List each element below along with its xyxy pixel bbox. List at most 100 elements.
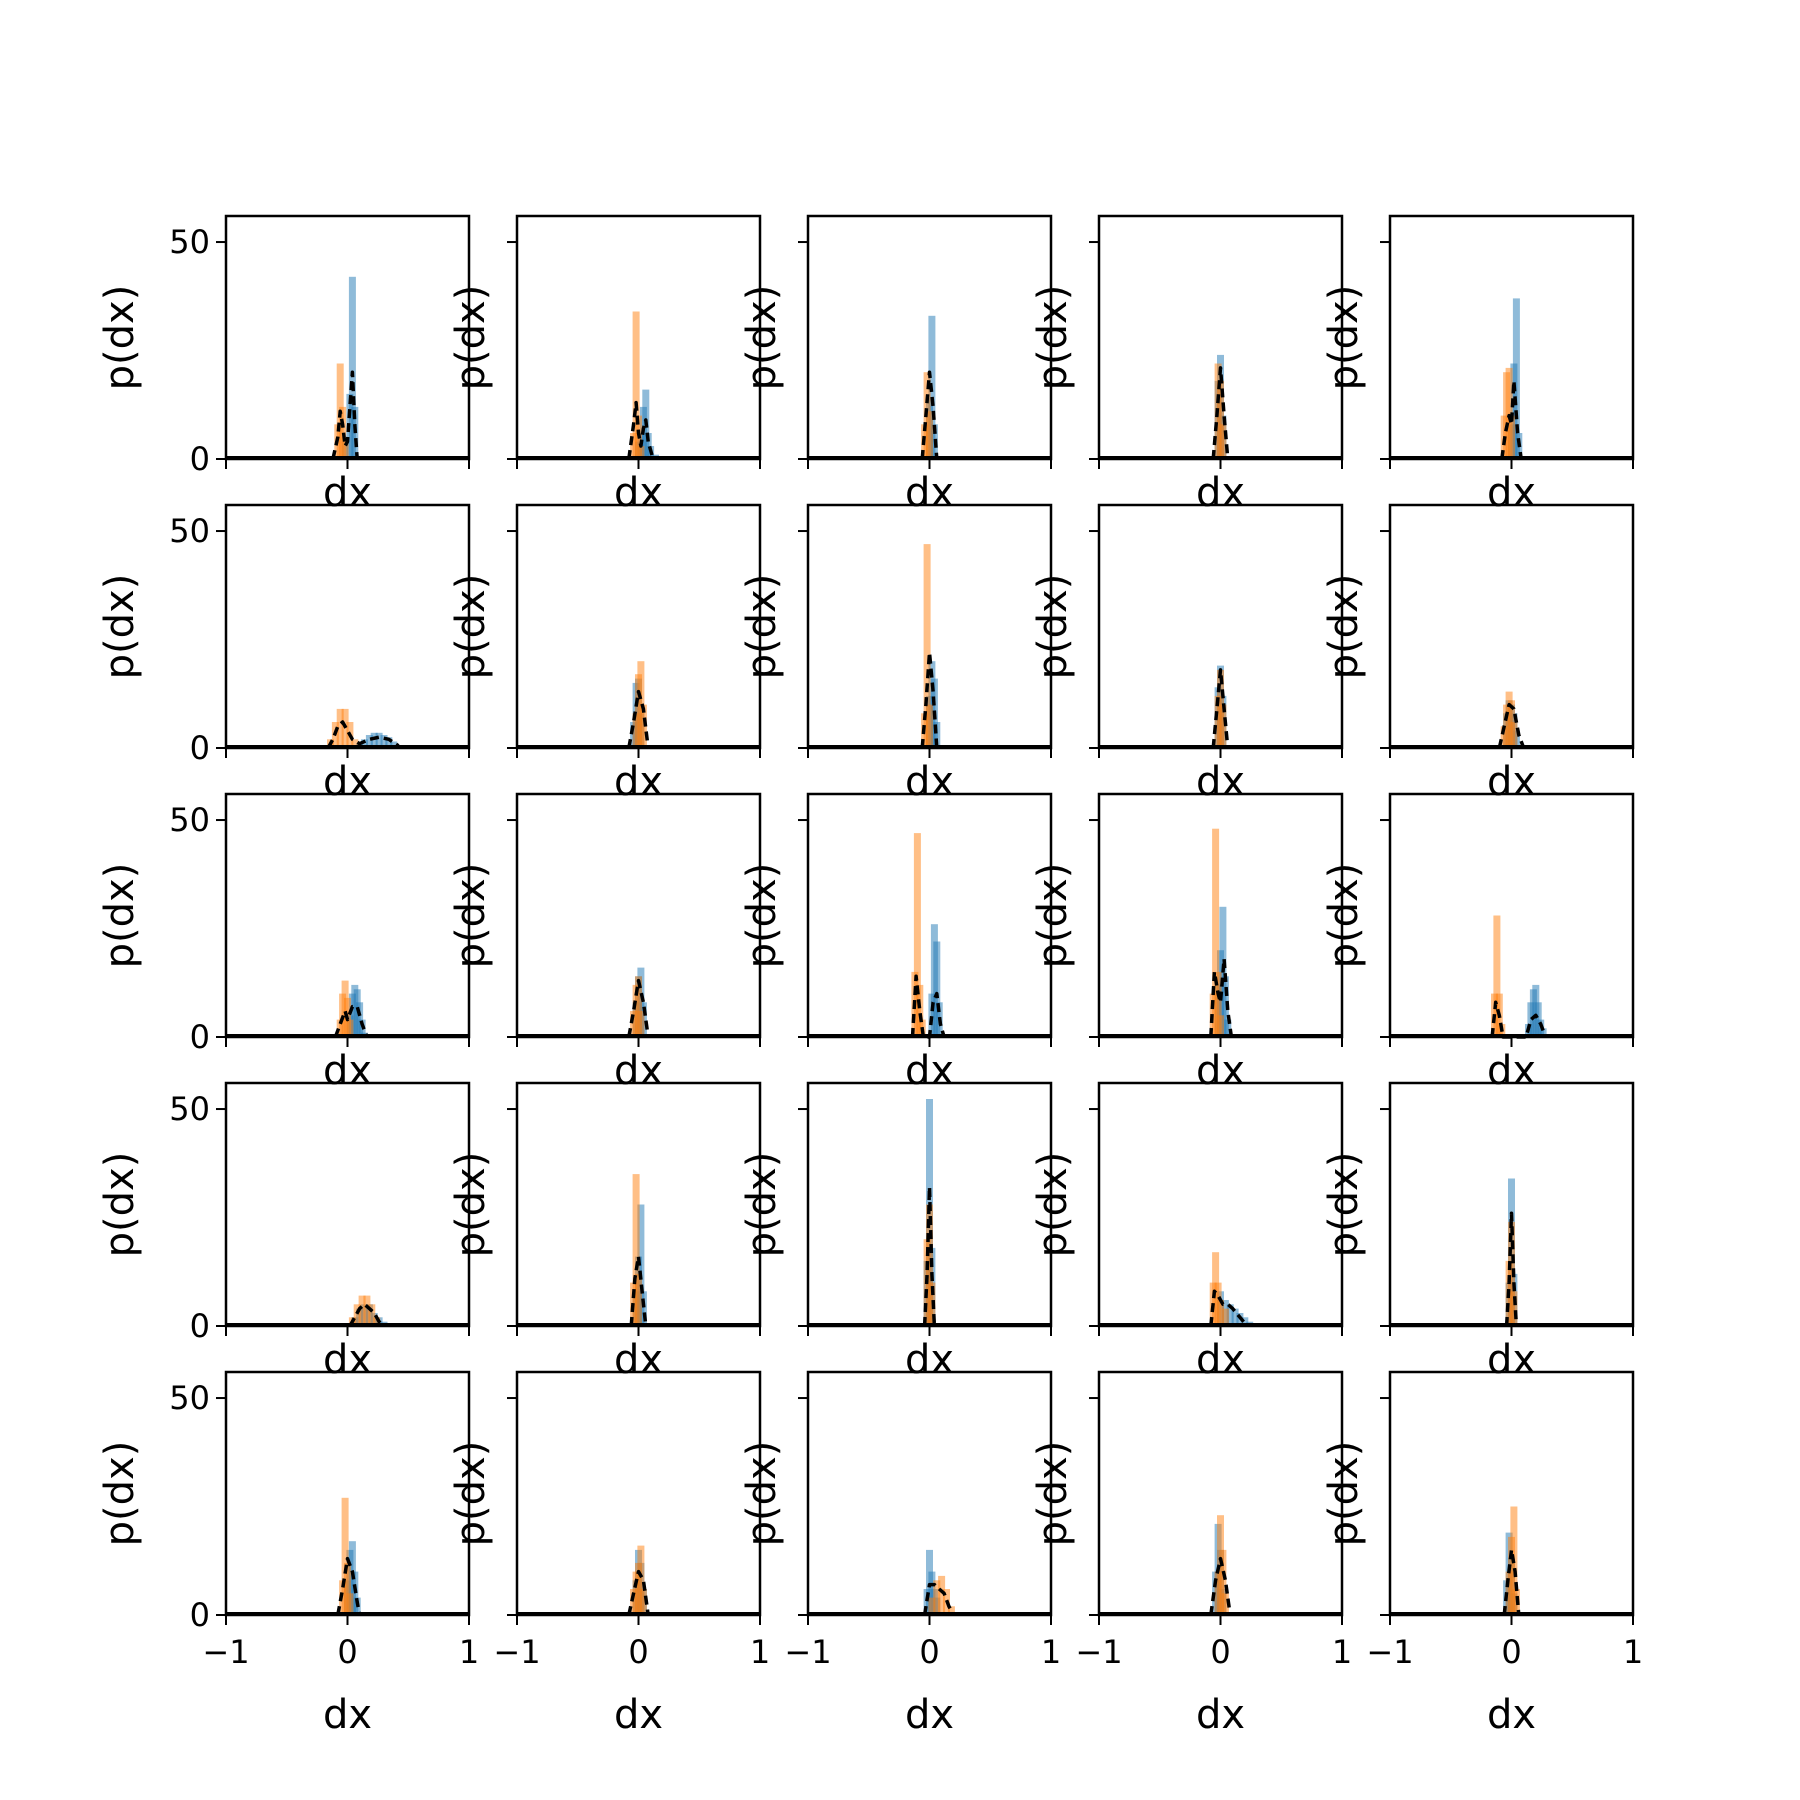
- orange-bar: [637, 1011, 645, 1037]
- orange-bar: [933, 1580, 941, 1615]
- x-axis-label: dx: [1487, 1692, 1536, 1738]
- blue-bar: [370, 732, 378, 748]
- panel-r5-c3: −1 0 1 dx p(dx): [739, 1370, 1061, 1738]
- dashed-series-line: [629, 1254, 648, 1327]
- orange-bar: [1508, 415, 1515, 459]
- row-overlap-mask: [1392, 507, 1631, 521]
- y-axis-label: p(dx): [1030, 285, 1076, 391]
- y-tick-label: 50: [169, 1090, 210, 1128]
- y-tick-label: 0: [190, 729, 210, 767]
- blue-bar: [639, 1291, 647, 1326]
- x-tick-label: −1: [493, 1633, 540, 1671]
- row-overlap-mask: [1101, 1374, 1340, 1388]
- dashed-series-line: [922, 1185, 937, 1327]
- y-axis-label: p(dx): [97, 1152, 143, 1258]
- y-axis-label: p(dx): [1321, 1441, 1367, 1547]
- orange-bar: [938, 1575, 946, 1615]
- row-overlap-mask: [228, 507, 467, 521]
- orange-bar: [1219, 424, 1227, 459]
- orange-bar: [637, 1545, 645, 1615]
- x-tick-label: 0: [1501, 1633, 1521, 1671]
- dashed-series-line: [1502, 1548, 1521, 1616]
- y-tick-label: 0: [190, 1018, 210, 1056]
- dashed-series-line: [1209, 1289, 1249, 1328]
- dashed-series-line: [1211, 366, 1230, 460]
- blue-bar: [385, 737, 393, 748]
- dashed-series-line: [1211, 668, 1230, 749]
- blue-bar: [933, 941, 941, 1037]
- x-tick-label: 0: [628, 1633, 648, 1671]
- dashed-series-line: [920, 370, 939, 460]
- x-tick-label: 0: [337, 1633, 357, 1671]
- row-overlap-mask: [1101, 507, 1340, 521]
- row-overlap-mask: [1392, 1374, 1631, 1388]
- y-tick-label: 0: [190, 440, 210, 478]
- orange-bar: [346, 1593, 354, 1615]
- x-axis-label: dx: [614, 1692, 663, 1738]
- orange-bar: [1219, 1549, 1227, 1615]
- y-axis-label: p(dx): [1030, 863, 1076, 969]
- blue-bar: [1512, 298, 1520, 459]
- orange-bar: [1217, 1300, 1224, 1326]
- y-axis-label: p(dx): [97, 1441, 143, 1547]
- dashed-series-line: [348, 1302, 386, 1328]
- orange-bar: [947, 1606, 955, 1615]
- y-axis-label: p(dx): [739, 285, 785, 391]
- x-tick-label: 0: [1210, 1633, 1230, 1671]
- orange-bar: [1505, 367, 1513, 459]
- orange-bar: [1214, 971, 1222, 1037]
- y-axis-label: p(dx): [739, 574, 785, 680]
- x-tick-label: −1: [202, 1633, 249, 1671]
- dashed-series-line: [1497, 702, 1526, 749]
- row-overlap-mask: [810, 796, 1049, 810]
- panel-r5-c5: −1 0 1 dx p(dx): [1321, 1370, 1643, 1738]
- y-tick-label: 50: [169, 1379, 210, 1417]
- row-overlap-mask: [1101, 1085, 1340, 1099]
- orange-bar: [368, 1304, 376, 1326]
- orange-bar: [1217, 380, 1224, 459]
- blue-bar: [361, 739, 368, 748]
- y-axis-label: p(dx): [97, 574, 143, 680]
- orange-bar: [353, 1304, 361, 1326]
- orange-bar: [341, 708, 349, 748]
- y-axis-label: p(dx): [1030, 574, 1076, 680]
- y-axis-label: p(dx): [97, 285, 143, 391]
- orange-bar: [1493, 915, 1501, 1037]
- blue-bar: [1226, 1304, 1234, 1326]
- orange-bar: [923, 544, 931, 748]
- orange-bar: [358, 1295, 366, 1326]
- row-overlap-mask: [1392, 1085, 1631, 1099]
- orange-bar: [928, 1597, 936, 1615]
- panel-r5-c2: −1 0 1 dx p(dx): [448, 1370, 770, 1738]
- orange-bar: [926, 1204, 933, 1326]
- blue-bar: [390, 741, 398, 748]
- x-tick-label: 1: [1041, 1633, 1061, 1671]
- dashed-series-line: [627, 1569, 650, 1616]
- orange-bar: [632, 1174, 640, 1326]
- panel-r1-c2: dxp(dx): [448, 214, 762, 516]
- row-overlap-mask: [810, 1374, 1049, 1388]
- blue-bar: [1221, 976, 1229, 1038]
- y-axis-label: p(dx): [1321, 574, 1367, 680]
- dashed-series-line: [1500, 379, 1523, 460]
- dashed-series-line: [627, 689, 650, 749]
- y-axis-label: p(dx): [1030, 1441, 1076, 1547]
- orange-bar: [913, 833, 921, 1037]
- blue-bar: [1224, 1019, 1232, 1037]
- y-tick-label: 50: [169, 512, 210, 550]
- y-tick-label: 0: [190, 1596, 210, 1634]
- dashed-series-line: [627, 978, 650, 1038]
- orange-bar: [1510, 722, 1518, 748]
- row-overlap-mask: [228, 1085, 467, 1099]
- row-overlap-mask: [810, 507, 1049, 521]
- orange-bar: [1219, 704, 1227, 748]
- panel-r1-c4: dxp(dx): [1030, 214, 1344, 516]
- dashed-series-line: [1490, 1000, 1548, 1039]
- orange-bar: [1217, 1015, 1224, 1037]
- orange-bar: [1221, 1308, 1229, 1326]
- y-axis-label: p(dx): [1321, 285, 1367, 391]
- blue-bar: [1539, 1028, 1547, 1037]
- y-axis-label: p(dx): [739, 863, 785, 969]
